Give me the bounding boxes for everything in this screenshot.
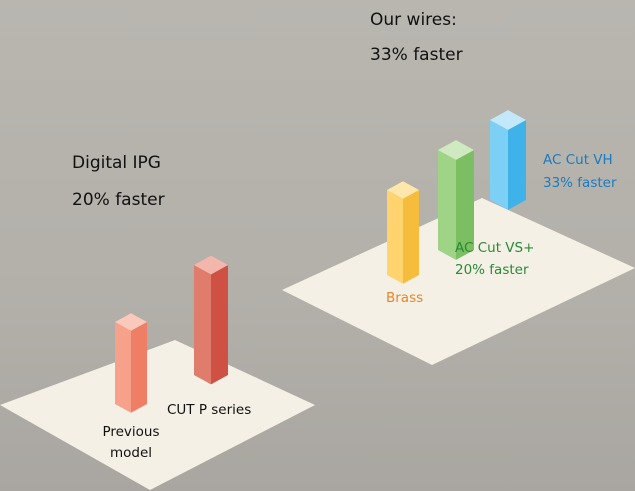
bar-note: 33% faster (543, 175, 617, 191)
bar-right-face (131, 322, 147, 413)
bar-left-face (387, 190, 403, 284)
bar-label: model (110, 445, 152, 461)
bar-label: AC Cut VH (543, 152, 613, 168)
bar-label: Brass (386, 290, 423, 306)
bar-right-face (403, 190, 419, 284)
bar-right-face (508, 120, 526, 210)
wires-title: Our wires: (370, 10, 457, 30)
bar-label: AC Cut VS+ (455, 240, 534, 256)
wires-subtitle: 33% faster (370, 45, 463, 65)
bar-right-face (211, 265, 228, 384)
bar-left-face (115, 322, 131, 413)
bar-left-face (490, 120, 508, 210)
bar-left-face (194, 265, 211, 384)
bar-label: Previous (102, 424, 159, 440)
ipg-subtitle: 20% faster (72, 190, 165, 210)
bar-note: 20% faster (455, 262, 529, 278)
bar-label: CUT P series (167, 402, 251, 418)
bar-left-face (438, 150, 456, 260)
infographic: Our wires: 33% faster Digital IPG 20% fa… (0, 0, 635, 491)
ipg-title: Digital IPG (72, 153, 161, 173)
